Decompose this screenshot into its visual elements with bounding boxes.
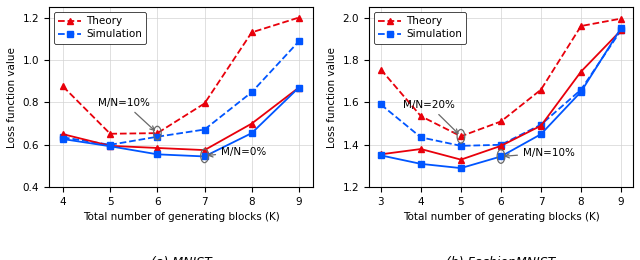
Text: (b) FashionMNIST: (b) FashionMNIST <box>446 256 556 260</box>
Text: M/N=0%: M/N=0% <box>209 147 266 157</box>
X-axis label: Total number of generating blocks (K): Total number of generating blocks (K) <box>83 212 279 223</box>
Text: M/N=20%: M/N=20% <box>403 100 458 133</box>
Legend: Theory, Simulation: Theory, Simulation <box>374 12 467 44</box>
Y-axis label: Loss function value: Loss function value <box>327 47 337 147</box>
Text: M/N=10%: M/N=10% <box>99 98 154 130</box>
Text: M/N=10%: M/N=10% <box>505 148 575 158</box>
Text: (a) MNIST: (a) MNIST <box>150 256 211 260</box>
X-axis label: Total number of generating blocks (K): Total number of generating blocks (K) <box>403 212 599 223</box>
Y-axis label: Loss function value: Loss function value <box>7 47 17 147</box>
Legend: Theory, Simulation: Theory, Simulation <box>54 12 147 44</box>
